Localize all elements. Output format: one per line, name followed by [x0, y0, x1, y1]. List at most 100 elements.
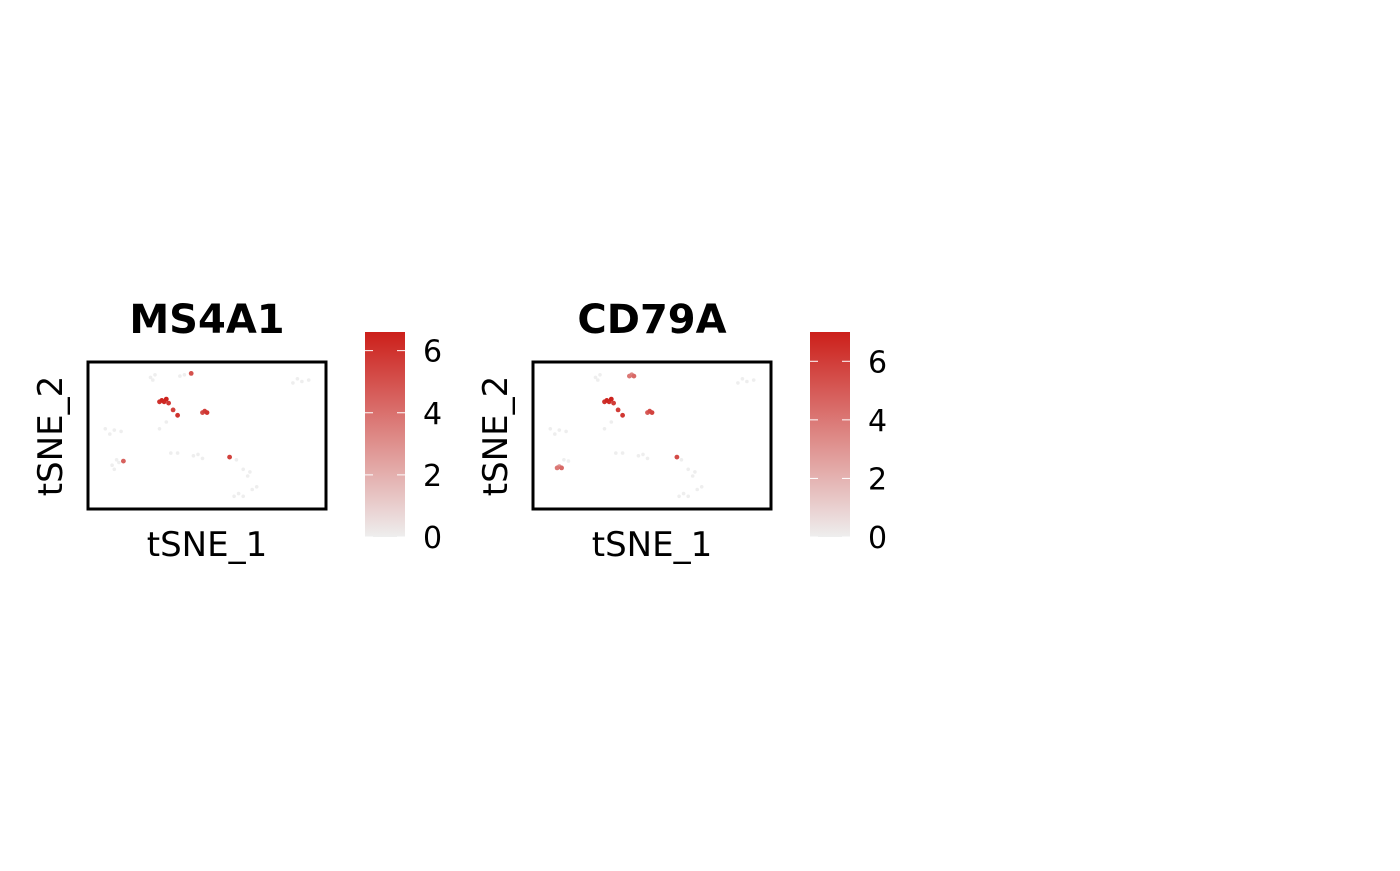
cell-point [614, 451, 618, 455]
colorbar-tick-label: 2 [868, 462, 887, 497]
cell-point [609, 420, 614, 424]
cell-point [593, 375, 598, 380]
cell-point [110, 463, 114, 468]
cell-point [602, 427, 607, 431]
cell-point [234, 458, 239, 462]
cell-point [645, 456, 650, 461]
cell-point [608, 396, 614, 402]
cell-point [200, 456, 205, 461]
cell-point [170, 407, 176, 413]
cell-point [178, 374, 182, 378]
cell-point [604, 398, 610, 403]
cell-point [686, 494, 690, 499]
cell-point [227, 454, 233, 460]
cell-point [153, 373, 157, 377]
plot-border [86, 360, 328, 511]
cell-point [615, 407, 621, 413]
cell-point [631, 373, 637, 379]
cell-point [112, 467, 117, 472]
cell-point [553, 432, 557, 436]
cell-point [241, 467, 245, 472]
x-axis-label: tSNE_1 [147, 525, 267, 565]
cell-point [157, 427, 162, 431]
cell-point [686, 467, 690, 472]
cell-point [245, 474, 250, 478]
colorbar-tick-label: 4 [868, 404, 887, 439]
cell-point [119, 429, 123, 434]
cell-point [117, 460, 121, 465]
scatter-points [548, 372, 756, 499]
cell-point [693, 470, 697, 474]
cell-point [175, 412, 181, 418]
cell-point [166, 400, 172, 406]
colorbar-tick-label: 6 [423, 335, 442, 370]
cell-point [695, 487, 699, 492]
cell-point [745, 379, 749, 384]
cell-point [114, 458, 119, 462]
cell-point [182, 373, 187, 377]
cell-point [559, 465, 564, 471]
cell-point [169, 451, 173, 455]
cell-point [164, 420, 169, 424]
panel-ms4a1: MS4A1 tSNE_1 tSNE_2 0 2 4 6 [31, 297, 442, 565]
cell-point [627, 373, 632, 379]
cell-point [291, 381, 295, 385]
cell-point [159, 398, 165, 403]
cell-point [564, 429, 568, 434]
colorbar [365, 332, 405, 537]
cell-point [306, 378, 311, 382]
colorbar-tick-label: 6 [868, 345, 887, 380]
cell-point [548, 427, 553, 431]
cell-point [596, 378, 600, 382]
y-axis-label: tSNE_2 [31, 376, 71, 496]
cell-point [232, 494, 236, 499]
cell-point [636, 454, 641, 458]
colorbar-tick-label: 0 [868, 521, 887, 556]
cell-point [254, 485, 259, 489]
cell-point [250, 487, 254, 492]
cell-point [103, 427, 108, 431]
cell-point [751, 378, 756, 382]
scatter-points [103, 371, 311, 499]
cell-point [681, 491, 686, 496]
cell-point [677, 494, 681, 499]
cell-point [204, 410, 210, 415]
cell-point [679, 458, 684, 462]
colorbar-tick-label: 0 [423, 521, 442, 556]
cell-point [641, 452, 645, 457]
plot-border [531, 360, 773, 511]
cell-point [295, 377, 300, 381]
cell-point [566, 459, 571, 463]
cell-point [562, 458, 566, 462]
cell-point [191, 454, 196, 458]
cell-point [736, 381, 740, 385]
cell-point [148, 375, 153, 380]
cell-point [151, 378, 155, 382]
cell-point [557, 428, 562, 432]
cell-point [649, 410, 655, 415]
panel-title: CD79A [577, 297, 726, 343]
cell-point [236, 491, 241, 496]
colorbar-ticks: 0 2 4 6 [810, 345, 887, 556]
cell-point [611, 400, 616, 406]
panel-title: MS4A1 [129, 297, 284, 343]
cell-point [248, 470, 252, 474]
cell-point [554, 465, 560, 471]
cell-point [620, 412, 625, 418]
cell-point [620, 451, 625, 455]
y-axis-label: tSNE_2 [476, 376, 516, 496]
cell-point [108, 432, 112, 436]
cell-point [196, 452, 200, 457]
cell-point [121, 458, 126, 464]
cell-point [175, 451, 180, 455]
cell-point [699, 485, 704, 489]
cell-point [300, 379, 304, 384]
cell-point [188, 371, 194, 376]
cell-point [674, 454, 680, 460]
cell-point [598, 373, 602, 377]
cell-point [740, 377, 745, 381]
cell-point [241, 494, 245, 499]
x-axis-label: tSNE_1 [592, 525, 712, 565]
